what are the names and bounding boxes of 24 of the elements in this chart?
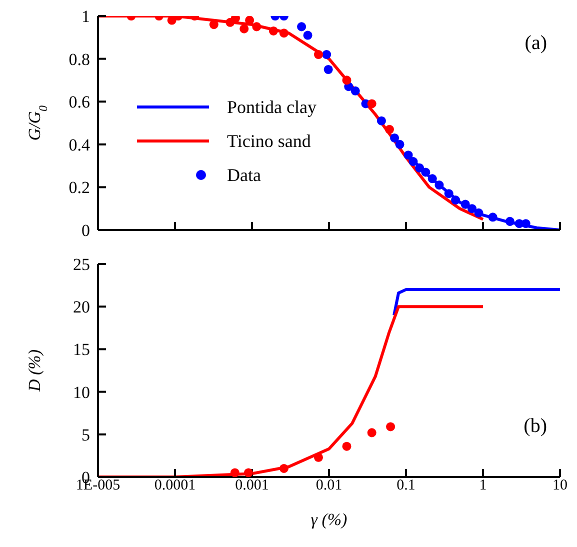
y-tick-label: 0.2 (68, 178, 90, 198)
y-tick-label: 0 (82, 221, 90, 240)
annotation: (b) (524, 415, 547, 438)
x-tick-label: 0.1 (396, 478, 416, 494)
y-tick-label: 1 (82, 7, 90, 26)
y-tick-label: 25 (73, 255, 90, 274)
legend-label: Data (227, 164, 261, 186)
y-tick-label: 0.4 (68, 135, 90, 154)
y-tick-label: 5 (82, 425, 90, 444)
x-axis-title: γ (%) (310, 510, 348, 529)
y-tick-label: 20 (73, 298, 90, 317)
y-axis-title: D (%) (25, 349, 44, 393)
y-tick-label: 0.6 (68, 92, 90, 112)
x-tick-label: 1 (479, 478, 487, 494)
x-tick-label: 0.0001 (154, 478, 196, 494)
x-tick-label: 0.01 (316, 478, 342, 494)
legend-label: Pontida clay (227, 96, 316, 118)
legend-label: Ticino sand (227, 130, 311, 152)
x-tick-label: 10 (552, 478, 568, 494)
y-tick-label: 10 (73, 382, 90, 402)
y-tick-label: 15 (73, 340, 90, 360)
x-tick-label: 0.001 (235, 478, 269, 494)
y-tick-label: 0.8 (68, 50, 90, 69)
annotation: (a) (524, 32, 547, 55)
